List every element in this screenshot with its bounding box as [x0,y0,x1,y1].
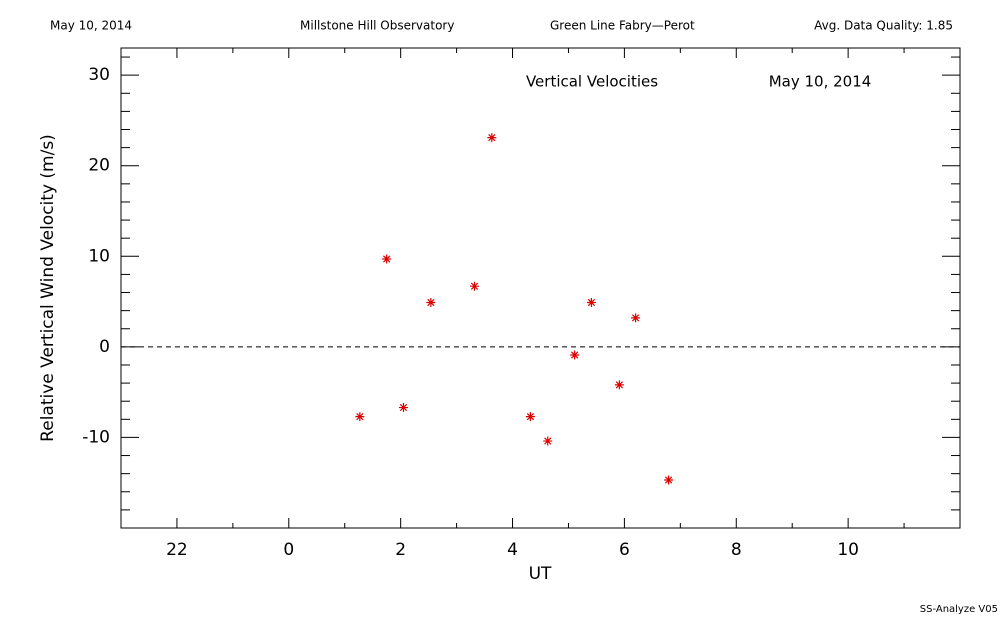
header-instrument: Green Line Fabry—Perot [550,19,695,33]
y-tick-label: 20 [88,156,110,176]
x-tick-label: 10 [837,540,859,560]
x-tick-label: 22 [166,540,188,560]
header-observatory: Millstone Hill Observatory [300,19,454,33]
chart-subtitle: May 10, 2014 [769,73,872,91]
header-quality: Avg. Data Quality: 1.85 [814,19,953,33]
data-point [664,475,674,485]
data-point [355,412,365,422]
data-point [614,380,624,390]
x-axis-label: UT [529,564,552,584]
data-point [570,350,580,360]
plot-frame [120,47,961,529]
y-tick-label: -10 [82,427,110,447]
data-point [525,412,535,422]
data-point [487,133,497,143]
data-point [631,313,641,323]
chart-title: Vertical Velocities [526,73,658,91]
x-tick-label: 0 [283,540,294,560]
y-tick-label: 30 [88,65,110,85]
data-point [398,403,408,413]
data-point [469,281,479,291]
x-tick-label: 8 [731,540,742,560]
data-point [426,297,436,307]
data-point [586,297,596,307]
y-tick-label: 10 [88,246,110,266]
y-tick-label: 0 [99,337,110,357]
x-tick-label: 6 [619,540,630,560]
y-axis-label: Relative Vertical Wind Velocity (m/s) [38,134,58,442]
x-tick-label: 4 [507,540,518,560]
data-point [382,254,392,264]
footer: SS-Analyze V05 [920,604,998,615]
x-tick-label: 2 [395,540,406,560]
header-date: May 10, 2014 [50,19,132,33]
data-point [543,436,553,446]
